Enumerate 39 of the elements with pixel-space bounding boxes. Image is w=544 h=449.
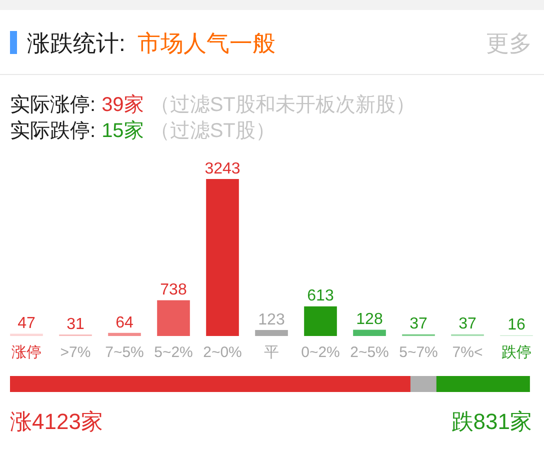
x-tick-label: 平 bbox=[264, 344, 279, 362]
data-label: 738 bbox=[160, 282, 187, 299]
bar bbox=[255, 330, 288, 336]
bar bbox=[304, 306, 337, 336]
data-label: 613 bbox=[307, 288, 334, 305]
x-tick-label: >7% bbox=[60, 344, 91, 362]
data-label: 37 bbox=[410, 316, 428, 333]
data-label: 3243 bbox=[204, 160, 240, 178]
x-tick-label: 0~2% bbox=[301, 344, 340, 362]
chart-title: 涨跌统计: bbox=[27, 29, 126, 58]
text: 实际跌停: bbox=[10, 119, 96, 144]
text: 跌831家 bbox=[451, 408, 532, 436]
bar bbox=[157, 300, 190, 336]
text: （过滤ST股） bbox=[150, 119, 276, 144]
data-label: 37 bbox=[458, 316, 476, 333]
text: （过滤ST股和未开板次新股） bbox=[150, 93, 416, 118]
bar bbox=[108, 332, 141, 336]
bar bbox=[353, 330, 386, 336]
x-tick-label: 涨停 bbox=[12, 344, 42, 362]
x-tick-label: 5~7% bbox=[399, 344, 438, 362]
x-tick-label: 7~5% bbox=[105, 344, 144, 362]
text: 更多 bbox=[486, 29, 532, 58]
x-tick-label: 跌停 bbox=[502, 344, 532, 362]
x-tick-label: 7%< bbox=[452, 344, 483, 362]
text: 39家 bbox=[102, 93, 144, 118]
data-label: 64 bbox=[116, 314, 134, 332]
x-tick-label: 2~0% bbox=[203, 344, 242, 362]
x-tick-label: 2~5% bbox=[350, 344, 389, 362]
text: 实际涨停: bbox=[10, 93, 96, 118]
data-label: 31 bbox=[66, 316, 84, 333]
data-label: 128 bbox=[356, 311, 383, 328]
x-tick-label: 5~2% bbox=[154, 344, 193, 362]
text: 15家 bbox=[102, 119, 144, 144]
data-label: 16 bbox=[508, 316, 526, 334]
data-label: 47 bbox=[18, 315, 36, 332]
chart-subtitle: 市场人气一般 bbox=[137, 29, 276, 58]
bar bbox=[206, 179, 239, 336]
text: 涨4123家 bbox=[10, 408, 103, 436]
data-label: 123 bbox=[258, 311, 285, 328]
